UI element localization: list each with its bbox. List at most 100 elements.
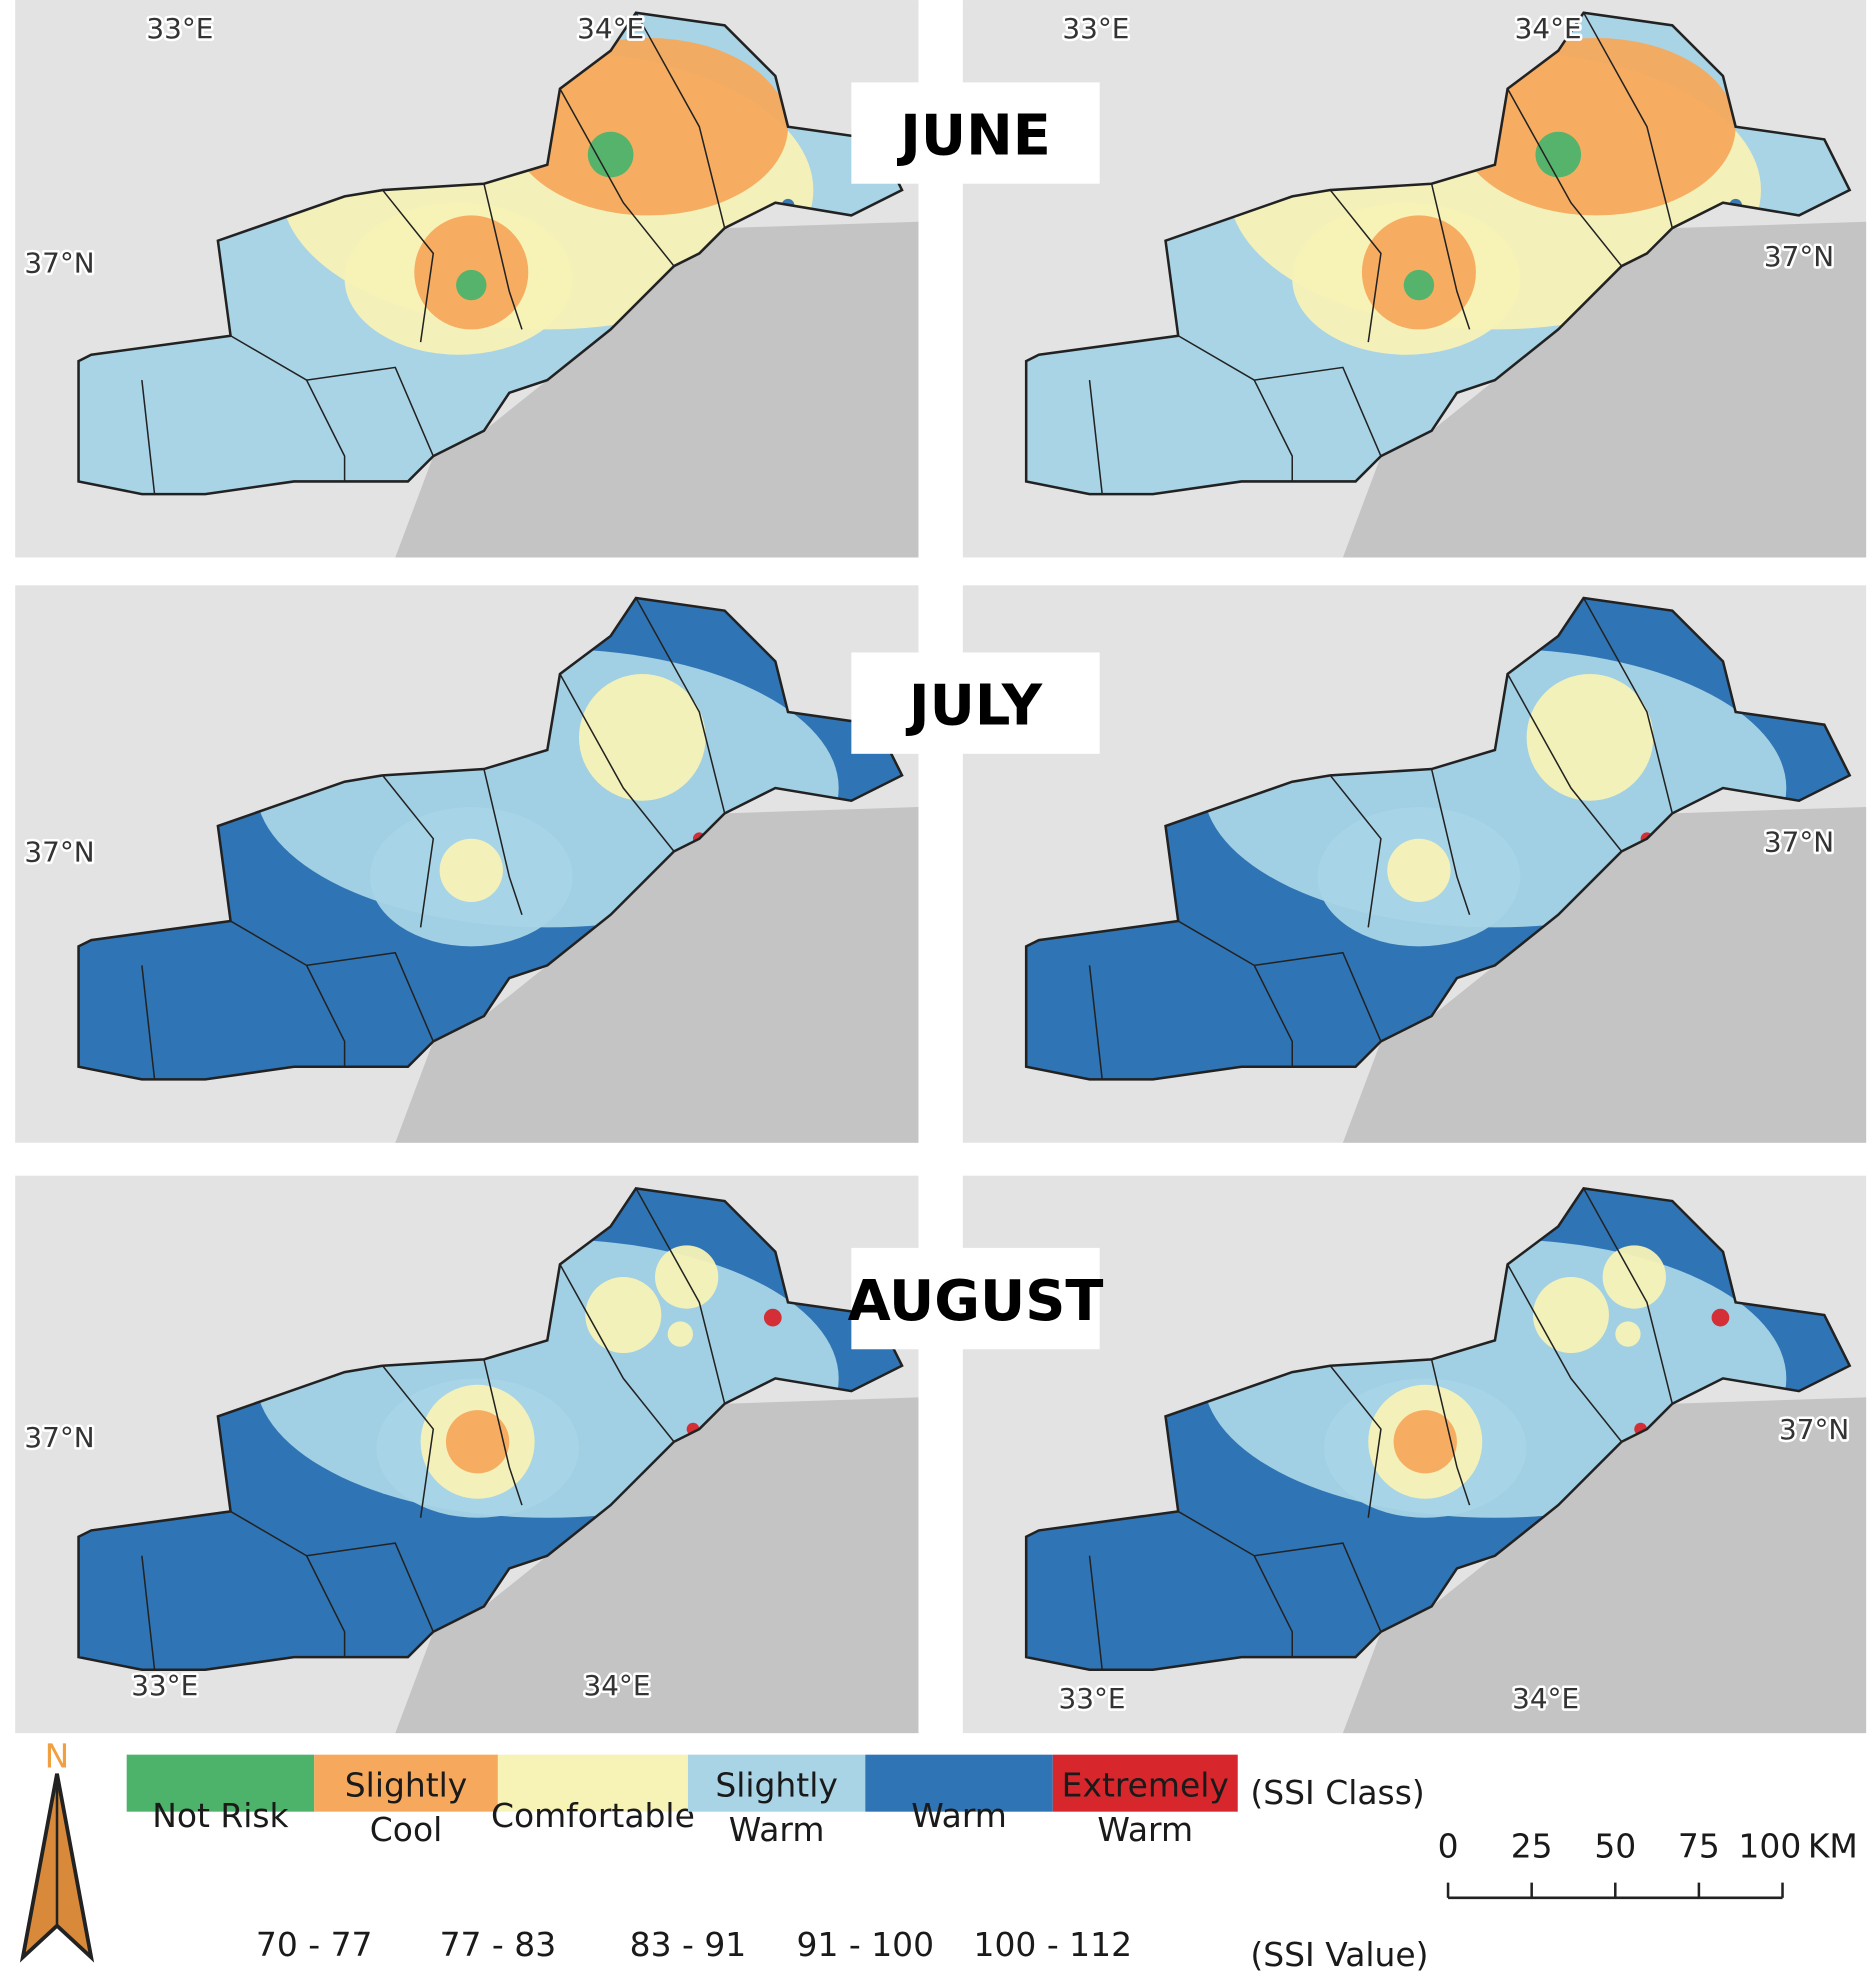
sea (1342, 221, 1867, 558)
north-label: N (45, 1736, 70, 1775)
zone (1711, 1308, 1730, 1327)
class-heading: (SSI Class) (1250, 1773, 1424, 1812)
month-label: AUGUST (848, 1269, 1104, 1334)
district-border (559, 1264, 675, 1443)
sea (395, 807, 919, 1143)
zone (1535, 131, 1582, 178)
sea (395, 1397, 919, 1734)
scale-label: 25 (1511, 1826, 1553, 1865)
legend-swatch (1052, 1754, 1238, 1812)
district-border (1329, 1365, 1382, 1518)
month-label: JULY (905, 674, 1043, 739)
class-name: Cool (370, 1810, 442, 1849)
district-border (1582, 1187, 1674, 1404)
map-panel: 37°N (15, 585, 919, 1143)
zone (509, 38, 789, 216)
class-name: Extremely (1062, 1765, 1229, 1804)
zone (1532, 1277, 1609, 1354)
legend-swatch (497, 1754, 688, 1812)
class-range: 70 - 77 (256, 1925, 373, 1964)
zone (1456, 38, 1736, 216)
coordinate-label: 37°N (24, 836, 94, 869)
sea (1342, 807, 1867, 1143)
district-border (635, 597, 726, 814)
province-outline (77, 11, 904, 496)
district-border (230, 920, 434, 1042)
zone (585, 1277, 662, 1354)
district-border (1430, 183, 1471, 330)
province-outline (1024, 596, 1852, 1081)
zone (1393, 1410, 1457, 1474)
district-border (1177, 335, 1382, 457)
district-border (1177, 1510, 1382, 1633)
province-outline (77, 596, 904, 1081)
scale-label: 50 (1594, 1826, 1636, 1865)
sea (395, 221, 919, 558)
map-panel: 33°E 34°E 37°N (15, 0, 919, 558)
district-border (141, 1555, 156, 1670)
district-border (1253, 379, 1293, 482)
class-name: Warm (1097, 1810, 1193, 1849)
district-border (559, 88, 675, 267)
legend-swatch (314, 1754, 498, 1812)
district-border (1088, 1555, 1103, 1670)
coordinate-label: 33°E (146, 12, 213, 45)
district-border (635, 12, 726, 229)
zone (763, 1308, 782, 1327)
district-border (559, 673, 675, 852)
district-border (1506, 1264, 1623, 1443)
zone (445, 1410, 510, 1474)
class-range: 77 - 83 (440, 1925, 557, 1964)
month-box (851, 82, 1100, 184)
district-border (1253, 965, 1293, 1067)
province-outline (77, 1187, 904, 1672)
zone (1526, 674, 1654, 801)
district-border (1430, 768, 1471, 915)
month-label: JUNE (896, 104, 1051, 169)
district-border (1329, 774, 1382, 928)
class-name: Slightly (345, 1765, 468, 1804)
district-border (141, 965, 156, 1080)
zone (578, 674, 706, 801)
zone (667, 1321, 693, 1347)
class-name: Warm (729, 1810, 825, 1849)
scale-unit: KM (1808, 1826, 1858, 1865)
coordinate-label: 34°E (1515, 12, 1582, 45)
district-border (1329, 189, 1382, 343)
district-border (305, 965, 346, 1067)
zone (1387, 838, 1451, 903)
class-name: Not Risk (152, 1796, 288, 1835)
district-border (1506, 88, 1623, 267)
coordinate-label: 37°N (1779, 1413, 1849, 1446)
map-panel: 37°N (962, 585, 1867, 1143)
province-outline (1024, 11, 1852, 496)
district-border (483, 183, 523, 330)
month-box (851, 1247, 1100, 1350)
scale-label: 100 (1738, 1826, 1801, 1865)
district-border (1088, 965, 1103, 1080)
coordinate-label: 34°E (577, 12, 644, 45)
scale-label: 75 (1678, 1826, 1720, 1865)
district-border (1582, 597, 1674, 814)
district-border (1582, 12, 1674, 229)
month-box (851, 652, 1100, 754)
province-outline (1024, 1187, 1852, 1672)
coordinate-label: 33°E (131, 1669, 198, 1702)
district-border (635, 1187, 726, 1404)
district-border (1088, 380, 1103, 495)
district-border (382, 1365, 435, 1518)
zone (456, 269, 487, 301)
zone (587, 131, 634, 178)
district-border (1430, 1359, 1471, 1506)
class-range: 91 - 100 (797, 1925, 935, 1964)
legend-swatch (126, 1754, 315, 1812)
district-border (483, 1359, 523, 1506)
coordinate-label: 37°N (1764, 825, 1834, 858)
zone (1403, 269, 1435, 301)
class-name: Slightly (715, 1765, 838, 1804)
value-heading: (SSI Value) (1250, 1935, 1428, 1974)
scale-label: 0 (1438, 1826, 1459, 1865)
coordinate-label: 37°N (1764, 240, 1834, 273)
class-name: Warm (911, 1796, 1007, 1835)
